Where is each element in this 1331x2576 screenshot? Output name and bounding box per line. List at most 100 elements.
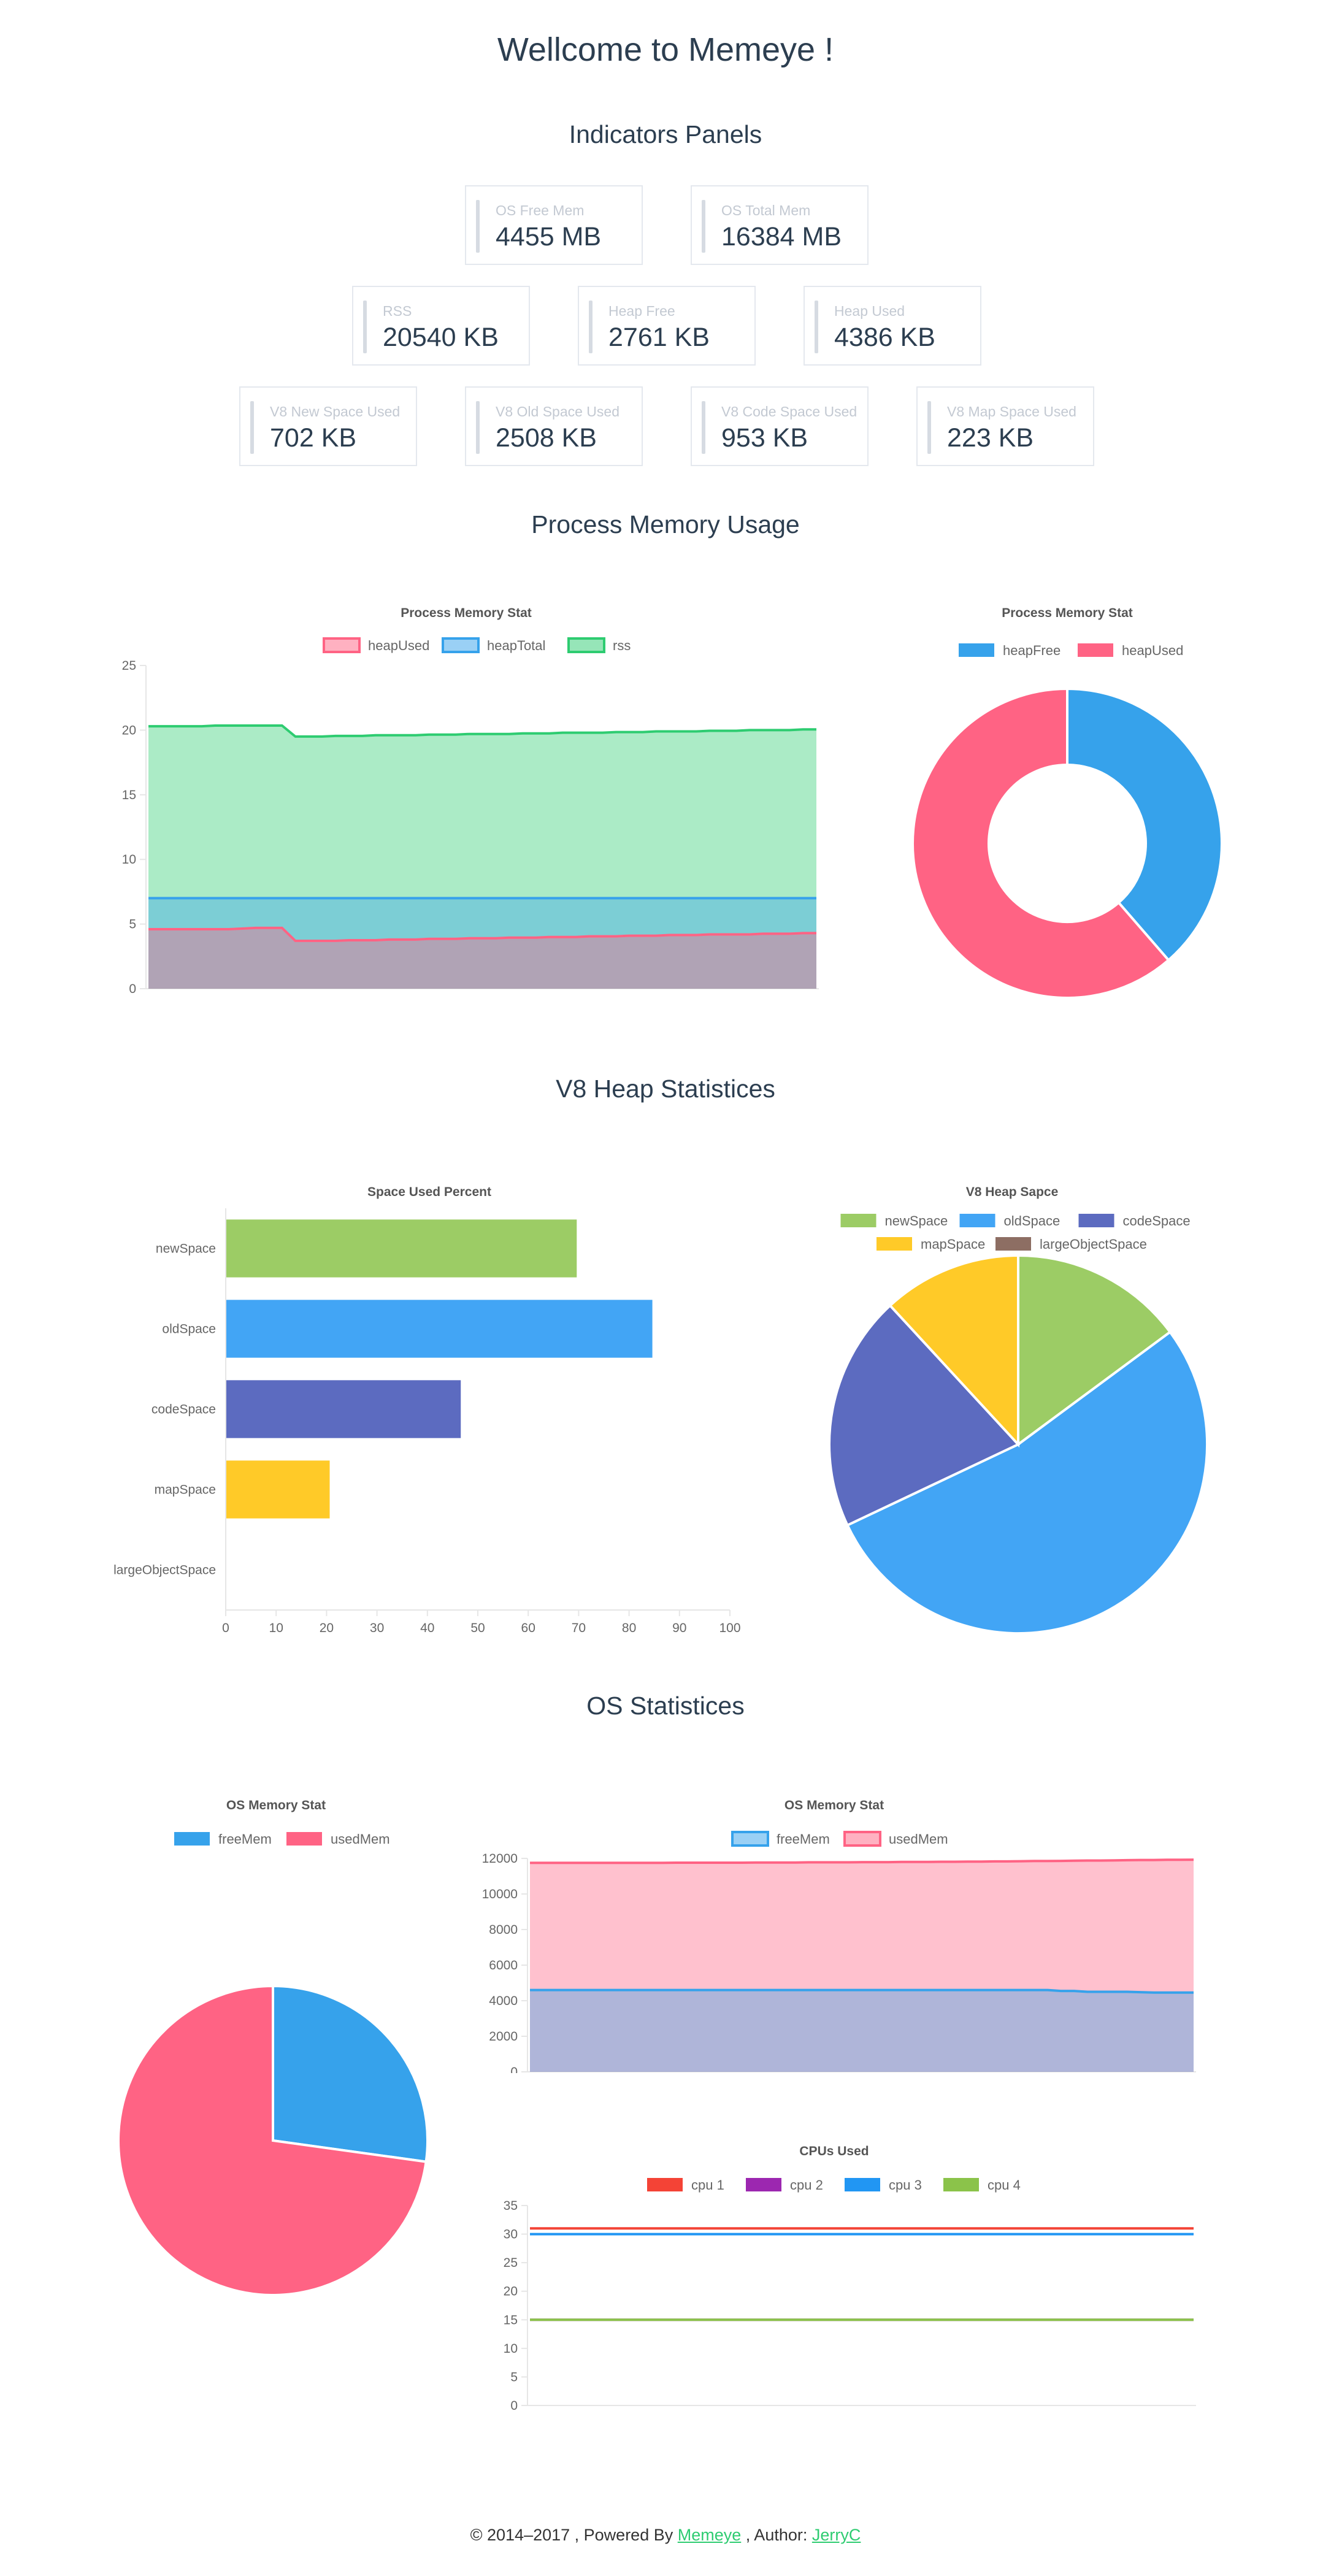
bar-oldSpace [226,1300,653,1358]
pie-slice-usedMem [117,1984,428,2294]
indicator-value: 223 KB [947,423,1034,453]
y-tick-label: 10000 [482,1887,518,1901]
bar-newSpace [226,1219,577,1278]
legend-label: heapFree [1003,643,1061,658]
indicator-value: 2508 KB [496,423,597,453]
card-accent-bar [476,200,480,253]
pie-slice-freeMem [272,1984,429,2163]
pie-slice-oldSpace [845,1330,1208,1635]
indicator-v8-map-space: V8 Map Space Used 223 KB [916,386,1094,466]
legend-label: rss [613,638,631,653]
memeye-link[interactable]: Memeye [677,2526,742,2544]
x-tick-label: 40 [420,1621,434,1635]
indicator-value: 953 KB [721,423,808,453]
indicator-heap-used: Heap Used 4386 KB [804,286,981,366]
x-tick-label: 80 [622,1621,636,1635]
y-tick-label: 8000 [489,1923,518,1937]
category-label: codeSpace [152,1403,216,1417]
indicator-v8-code-space: V8 Code Space Used 953 KB [691,386,869,466]
pie-slice-heapUsed [911,687,1170,999]
y-tick-label: 2000 [489,2030,518,2044]
pie-slice-newSpace [1017,1254,1172,1447]
indicator-v8-new-space: V8 New Space Used 702 KB [239,386,417,466]
legend-label: freeMem [777,1831,830,1847]
indicator-label: OS Total Mem [721,202,811,218]
chart-title: OS Memory Stat [784,1798,884,1812]
y-tick-label: 5 [129,918,136,932]
y-tick-label: 10 [122,853,136,867]
x-tick-label: 10 [269,1621,283,1635]
y-tick-label: 15 [504,2313,518,2327]
indicator-label: RSS [383,303,412,319]
card-accent-bar [250,401,254,454]
legend-label: cpu 1 [691,2177,724,2193]
footer-author-label: , Author: [745,2526,808,2544]
chart-title: CPUs Used [799,2144,869,2158]
bar-mapSpace [226,1460,330,1519]
section-title-indicators: Indicators Panels [569,120,762,148]
author-link[interactable]: JerryC [811,2526,861,2544]
y-tick-label: 30 [504,2228,518,2242]
y-tick-label: 6000 [489,1958,518,1972]
y-tick-label: 20 [122,723,136,737]
chart-title: Space Used Percent [367,1185,491,1199]
legend-label: mapSpace [921,1236,985,1252]
card-accent-bar [363,301,367,353]
y-tick-label: 20 [504,2285,518,2299]
legend-swatch [1078,643,1113,657]
indicator-value: 702 KB [270,423,357,453]
card-accent-bar [476,401,480,454]
os-memory-area-chart: OS Memory Stat freeMem usedMem 0 2000 4000 600… [482,1798,1196,2073]
area-fill-rss [148,726,816,989]
indicator-label: V8 Code Space Used [721,404,857,420]
legend-swatch [1078,1214,1114,1227]
indicator-label: Heap Used [834,303,905,319]
area-fill-usedMem [530,1860,1194,2072]
legend-label: heapUsed [1122,643,1183,658]
series-line-usedMem [530,1858,1194,1865]
category-label: oldSpace [162,1322,216,1336]
chart-title: Process Memory Stat [1002,606,1133,620]
footer-copyright: © 2014–2017 , Powered By [470,2526,673,2544]
legend-swatch [843,1831,881,1847]
y-tick-label: 12000 [482,1852,518,1866]
chart-title: V8 Heap Sapce [966,1185,1059,1199]
x-tick-label: 20 [320,1621,334,1635]
indicator-label: Heap Free [608,303,675,319]
indicator-value: 4386 KB [834,323,935,352]
legend-label: heapUsed [368,638,429,653]
v8-heap-space-pie-chart: V8 Heap Sapce newSpace oldSpace codeSpace ma… [828,1185,1208,1635]
x-tick-label: 30 [370,1621,384,1635]
section-title-v8: V8 Heap Statistices [556,1075,775,1103]
y-tick-label: 35 [504,2199,518,2213]
card-accent-bar [927,401,931,454]
legend-swatch [174,1832,210,1846]
category-label: largeObjectSpace [113,1563,216,1577]
y-tick-label: 0 [510,2399,518,2410]
indicator-label: OS Free Mem [496,202,585,218]
legend-swatch [746,2178,781,2191]
series-line-freeMem [530,1988,1194,1994]
legend-label: freeMem [218,1831,272,1847]
legend-label: largeObjectSpace [1040,1236,1147,1252]
section-title-os: OS Statistices [586,1692,745,1720]
y-tick-label: 5 [510,2370,518,2384]
process-memory-area-chart: Process Memory Stat heapUsed heapTotal rss 0… [122,606,819,994]
legend-swatch [959,1214,995,1227]
bar-codeSpace [226,1380,461,1438]
indicator-rss: RSS 20540 KB [352,286,530,366]
indicator-value: 16384 MB [721,222,842,251]
pie-slice-heapFree [1066,687,1223,962]
legend-label: cpu 3 [889,2177,922,2193]
legend-swatch [731,1831,769,1847]
legend-label: cpu 4 [988,2177,1021,2193]
legend-swatch [959,643,994,657]
indicator-os-free-mem: OS Free Mem 4455 MB [465,185,643,265]
chart-title: Process Memory Stat [401,606,532,620]
card-accent-bar [589,301,593,353]
indicator-heap-free: Heap Free 2761 KB [578,286,756,366]
category-label: mapSpace [155,1483,216,1497]
indicator-os-total-mem: OS Total Mem 16384 MB [691,185,869,265]
legend-label: codeSpace [1123,1213,1191,1229]
indicator-v8-old-space: V8 Old Space Used 2508 KB [465,386,643,466]
